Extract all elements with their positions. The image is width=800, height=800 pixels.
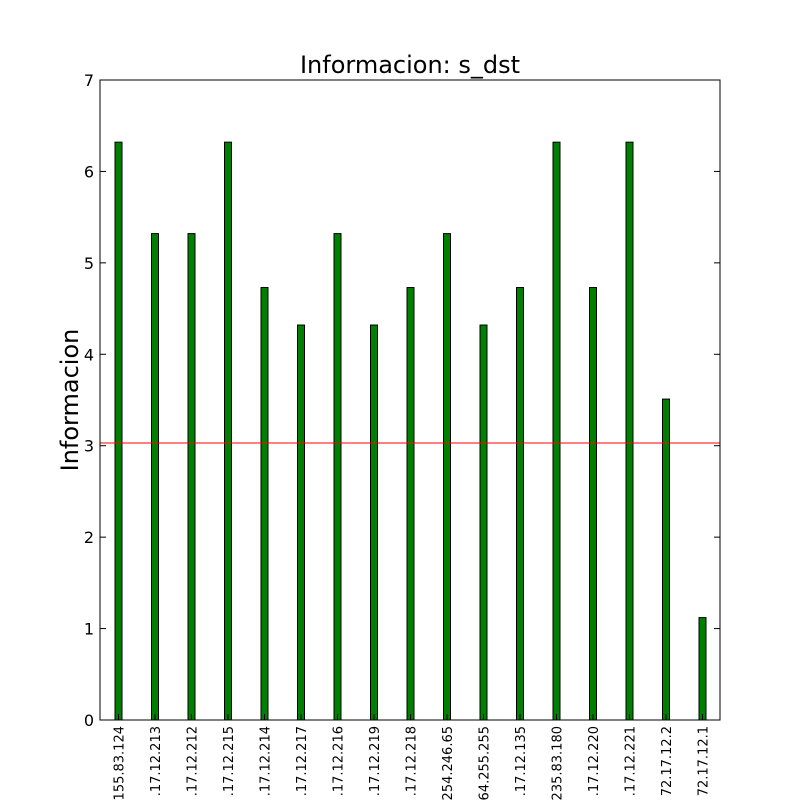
x-tick-label: 72.17.12.2 — [660, 726, 675, 796]
bar — [370, 324, 378, 721]
chart-title: Informacion: s_dst — [300, 51, 520, 79]
y-tick-label: 6 — [84, 162, 94, 181]
bar — [479, 324, 488, 721]
bar — [260, 287, 269, 721]
x-tick-label: .17.12.213 — [149, 726, 164, 796]
y-tick-label: 4 — [84, 345, 94, 364]
x-tick-label: .17.12.218 — [405, 726, 420, 796]
bar — [443, 233, 451, 721]
x-tick-label: 64.255.255 — [478, 726, 493, 800]
y-tick-label: 5 — [84, 254, 94, 273]
bar — [224, 141, 232, 721]
x-tick-label: 155.83.124 — [113, 726, 128, 800]
bar — [187, 233, 196, 721]
bar — [662, 398, 670, 721]
x-tick-label: .17.12.216 — [332, 726, 347, 796]
y-tick-label: 2 — [84, 528, 94, 547]
x-tick-label: 254.246.65 — [441, 726, 456, 800]
bar — [516, 287, 524, 721]
bar — [698, 617, 707, 721]
x-tick-label: .17.12.219 — [368, 726, 383, 796]
bar — [589, 287, 597, 721]
y-tick-label: 1 — [84, 620, 94, 639]
y-axis-label: Informacion — [56, 329, 84, 472]
bar — [151, 233, 159, 721]
y-tick-label: 0 — [84, 711, 94, 730]
x-tick-label: .17.12.214 — [259, 726, 274, 796]
y-tick-label: 7 — [84, 71, 94, 90]
plot-frame — [99, 79, 721, 721]
bar — [333, 233, 342, 721]
x-tick-label: .17.12.221 — [624, 726, 639, 796]
x-tick-label: 72.17.12.1 — [697, 726, 712, 796]
bar — [552, 141, 561, 721]
bar — [297, 324, 305, 721]
x-tick-label: .17.12.217 — [295, 726, 310, 796]
x-tick-label: .17.12.212 — [186, 726, 201, 796]
x-tick-label: 235.83.180 — [551, 726, 566, 800]
bar — [114, 141, 123, 721]
x-tick-label: .17.12.220 — [587, 726, 602, 796]
y-axis: 0 1 2 3 4 5 6 7 — [84, 71, 720, 730]
bar — [406, 287, 415, 721]
bar — [625, 141, 634, 721]
x-axis: 155.83.124 .17.12.213 .17.12.212 .17.12.215… — [113, 714, 712, 800]
y-tick-label: 3 — [84, 437, 94, 456]
x-tick-label: .17.12.135 — [514, 726, 529, 796]
x-tick-label: .17.12.215 — [222, 726, 237, 796]
bar-series — [114, 141, 707, 721]
